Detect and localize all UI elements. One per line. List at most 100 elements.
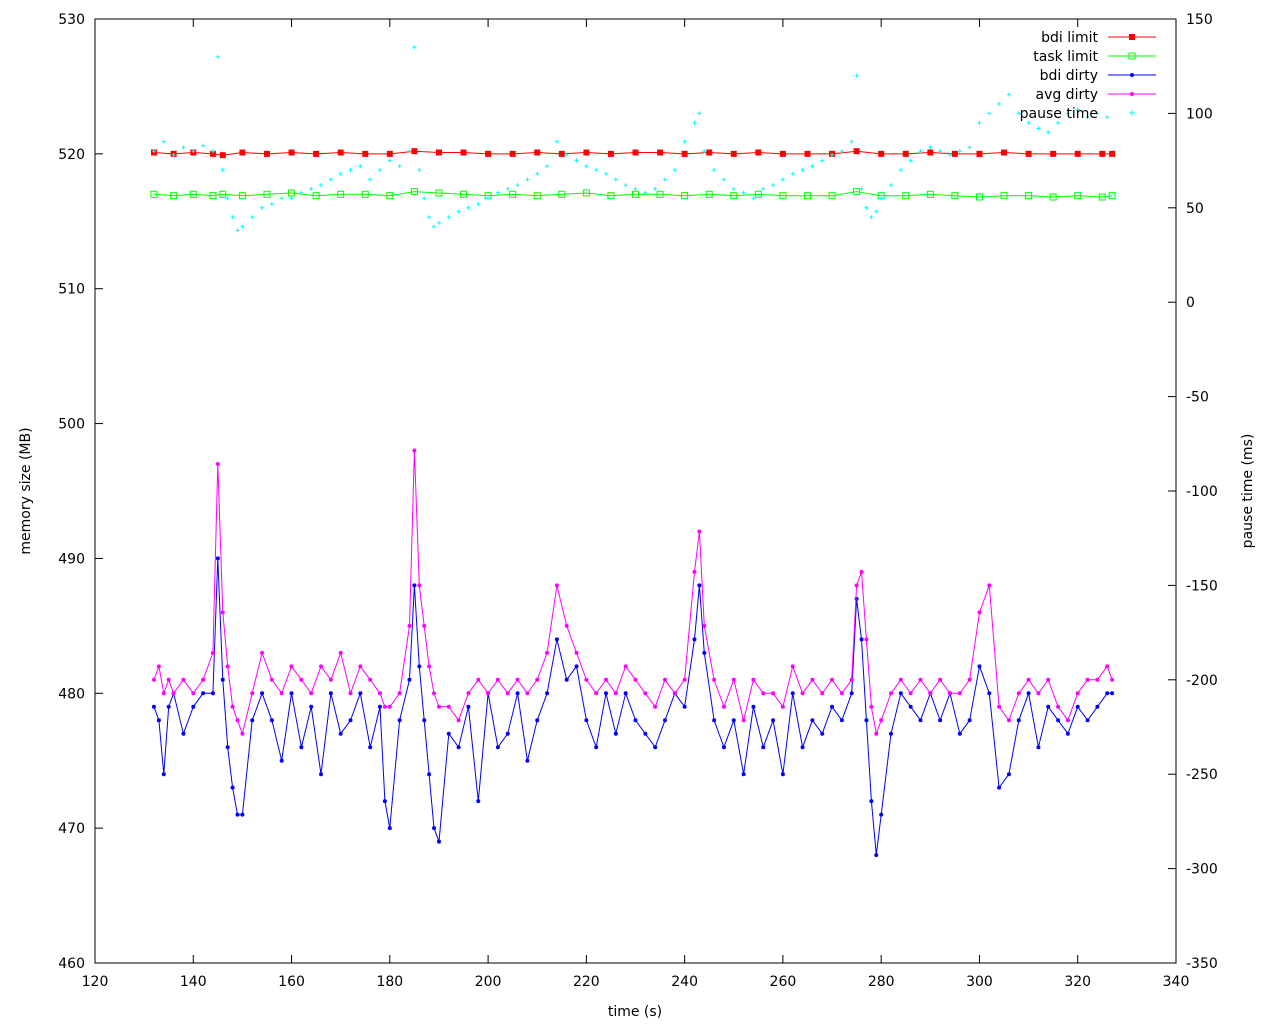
data-point	[525, 177, 530, 182]
data-point	[874, 853, 879, 858]
data-point	[613, 691, 618, 696]
data-point	[289, 664, 294, 669]
data-point	[387, 704, 392, 709]
x-tick-label: 300	[966, 974, 993, 990]
data-point	[804, 150, 811, 157]
data-point	[1075, 704, 1080, 709]
data-point	[702, 623, 707, 628]
data-point	[215, 54, 220, 59]
data-point	[545, 164, 550, 169]
data-point	[682, 704, 687, 709]
data-point	[230, 215, 235, 220]
data-point	[1026, 677, 1031, 682]
data-point	[692, 637, 697, 642]
data-point	[495, 677, 500, 682]
data-point	[422, 718, 427, 723]
data-point	[633, 718, 638, 723]
data-point	[751, 704, 756, 709]
data-point	[607, 192, 615, 200]
data-point	[1095, 677, 1100, 682]
data-point	[348, 718, 353, 723]
data-point	[803, 192, 811, 200]
data-point	[156, 718, 161, 723]
x-tick-label: 240	[671, 974, 698, 990]
data-point	[161, 772, 166, 777]
data-point	[191, 149, 196, 154]
data-point	[417, 583, 422, 588]
data-point	[987, 691, 992, 696]
data-point	[633, 186, 638, 191]
data-point	[309, 704, 314, 709]
x-tick-label: 220	[573, 974, 600, 990]
data-point	[697, 111, 702, 116]
data-point	[754, 190, 762, 198]
legend-label: bdi dirty	[1040, 68, 1098, 84]
data-point	[779, 192, 787, 200]
data-point	[250, 691, 255, 696]
data-point	[898, 677, 903, 682]
data-point	[864, 205, 869, 210]
data-point	[377, 691, 382, 696]
data-point	[377, 168, 382, 173]
y2-tick-label: 0	[1186, 295, 1195, 311]
data-point	[279, 758, 284, 763]
data-point	[170, 192, 178, 200]
data-point	[446, 215, 451, 220]
data-point	[997, 704, 1002, 709]
data-point	[1098, 193, 1106, 201]
data-point	[309, 186, 314, 191]
data-point	[412, 448, 417, 453]
data-point	[830, 677, 835, 682]
x-tick-label: 320	[1064, 974, 1091, 990]
data-point	[761, 186, 766, 191]
data-point	[584, 677, 589, 682]
data-point	[854, 73, 859, 78]
y2-tick-label: -250	[1186, 767, 1218, 783]
data-point	[525, 691, 530, 696]
data-point	[171, 691, 176, 696]
data-point	[313, 150, 320, 157]
data-point	[755, 149, 762, 156]
data-point	[466, 205, 471, 210]
data-point	[643, 190, 648, 195]
data-point	[260, 650, 265, 655]
data-point	[853, 188, 861, 196]
data-point	[166, 677, 171, 682]
data-point	[692, 569, 697, 574]
x-tick-label: 280	[868, 974, 895, 990]
data-point	[879, 812, 884, 817]
data-point	[397, 164, 402, 169]
series-line	[153, 450, 1113, 736]
data-point	[1036, 745, 1041, 750]
data-point	[730, 150, 737, 157]
data-point	[692, 120, 697, 125]
data-point	[545, 650, 550, 655]
data-point	[849, 691, 854, 696]
data-point	[657, 149, 664, 156]
data-point	[582, 189, 590, 197]
data-point	[928, 145, 933, 150]
data-point	[427, 664, 432, 669]
data-point	[362, 150, 369, 157]
data-point	[918, 677, 923, 682]
data-point	[633, 677, 638, 682]
data-point	[918, 149, 923, 154]
data-point	[702, 650, 707, 655]
data-point	[864, 637, 869, 642]
data-point	[220, 168, 225, 173]
data-point	[987, 111, 992, 116]
data-point	[554, 139, 559, 144]
data-point	[263, 150, 270, 157]
data-point	[947, 152, 952, 157]
data-point	[417, 664, 422, 669]
data-point	[558, 150, 565, 157]
data-point	[220, 677, 225, 682]
data-point	[509, 150, 516, 157]
data-point	[889, 183, 894, 188]
data-point	[790, 664, 795, 669]
data-point	[672, 691, 677, 696]
data-point	[181, 731, 186, 736]
data-point	[386, 192, 394, 200]
data-point	[319, 772, 324, 777]
data-point	[976, 150, 983, 157]
